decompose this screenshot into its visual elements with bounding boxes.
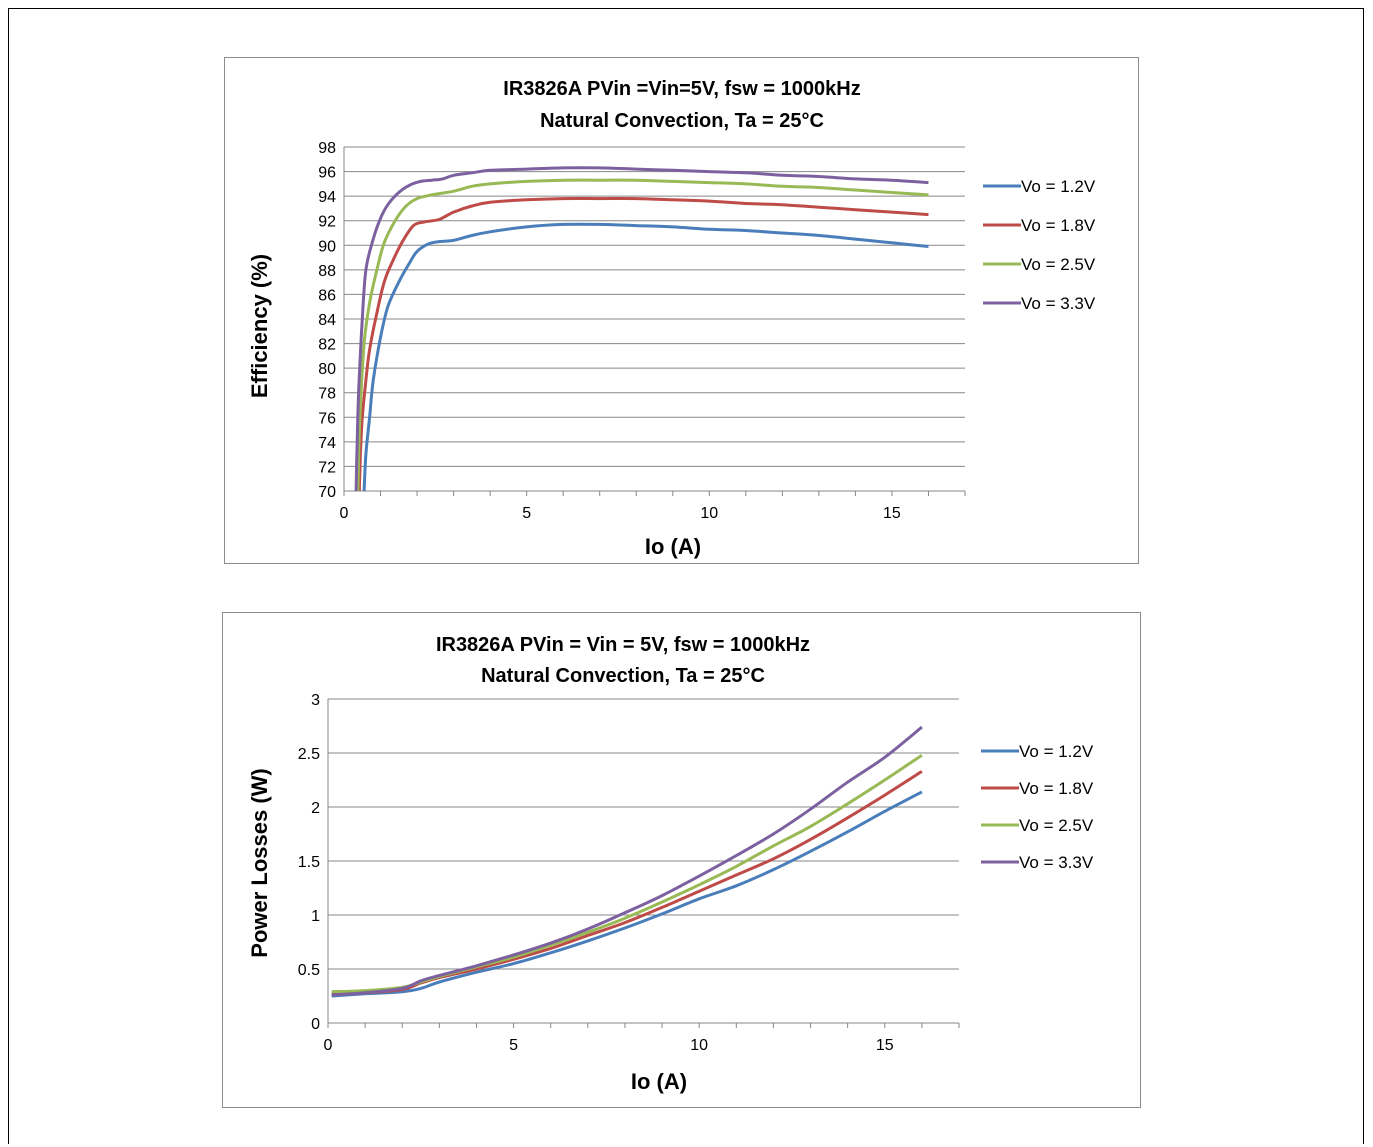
x-tick-label: 10 [690, 1037, 708, 1054]
y-tick-label: 3 [311, 692, 320, 709]
y-axis-title: Power Losses (W) [247, 768, 272, 957]
y-tick-label: 2 [311, 800, 320, 817]
chart-title: IR3826A PVin =Vin=5V, fsw = 1000kHz [503, 78, 860, 100]
y-tick-label: 78 [318, 386, 336, 403]
y-tick-label: 84 [318, 312, 336, 329]
y-tick-label: 70 [318, 484, 336, 501]
chart-subtitle: Natural Convection, Ta = 25°C [540, 110, 824, 132]
y-tick-label: 92 [318, 214, 336, 231]
y-axis-title: Efficiency (%) [247, 254, 272, 398]
y-tick-label: 0.5 [298, 962, 320, 979]
power-losses-chart-svg: IR3826A PVin = Vin = 5V, fsw = 1000kHz N… [247, 634, 1094, 1094]
y-tick-label: 80 [318, 361, 336, 378]
y-tick-label: 98 [318, 140, 336, 157]
chart-title: IR3826A PVin = Vin = 5V, fsw = 1000kHz [436, 634, 810, 656]
legend-label: Vo = 2.5V [1019, 816, 1094, 835]
x-tick-label: 0 [324, 1037, 333, 1054]
y-tick-label: 2.5 [298, 746, 320, 763]
y-tick-label: 1 [311, 908, 320, 925]
legend-label: Vo = 1.8V [1021, 216, 1096, 235]
legend-label: Vo = 2.5V [1021, 255, 1096, 274]
series-line [356, 178, 929, 491]
y-tick-label: 82 [318, 337, 336, 354]
legend-label: Vo = 3.3V [1021, 294, 1096, 313]
series-line [331, 790, 923, 998]
x-tick-label: 15 [876, 1037, 894, 1054]
x-tick-label: 5 [522, 505, 531, 522]
legend-label: Vo = 1.8V [1019, 779, 1094, 798]
y-tick-label: 76 [318, 410, 336, 427]
legend-label: Vo = 1.2V [1019, 742, 1094, 761]
series-line [362, 222, 929, 491]
legend-label: Vo = 3.3V [1019, 853, 1094, 872]
legend-label: Vo = 1.2V [1021, 177, 1096, 196]
series-line [331, 725, 923, 997]
page-frame [8, 8, 1364, 1144]
x-tick-label: 5 [509, 1037, 518, 1054]
y-tick-label: 72 [318, 459, 336, 476]
y-tick-label: 74 [318, 435, 336, 452]
y-tick-label: 90 [318, 238, 336, 255]
chart-subtitle: Natural Convection, Ta = 25°C [481, 665, 765, 687]
x-tick-label: 10 [700, 505, 718, 522]
series-line [357, 197, 929, 491]
y-tick-label: 94 [318, 189, 336, 206]
y-tick-label: 86 [318, 287, 336, 304]
power-losses-chart: IR3826A PVin = Vin = 5V, fsw = 1000kHz N… [222, 612, 1141, 1108]
efficiency-chart-svg: IR3826A PVin =Vin=5V, fsw = 1000kHz Natu… [247, 78, 1096, 559]
x-tick-label: 15 [883, 505, 901, 522]
series-line [354, 166, 929, 491]
x-tick-label: 0 [340, 505, 349, 522]
series-line [331, 770, 923, 996]
y-tick-label: 88 [318, 263, 336, 280]
efficiency-chart: IR3826A PVin =Vin=5V, fsw = 1000kHz Natu… [224, 57, 1139, 564]
x-axis-title: Io (A) [631, 1069, 687, 1094]
y-tick-label: 1.5 [298, 854, 320, 871]
x-axis-title: Io (A) [645, 534, 701, 559]
y-tick-label: 96 [318, 165, 336, 182]
y-tick-label: 0 [311, 1016, 320, 1033]
